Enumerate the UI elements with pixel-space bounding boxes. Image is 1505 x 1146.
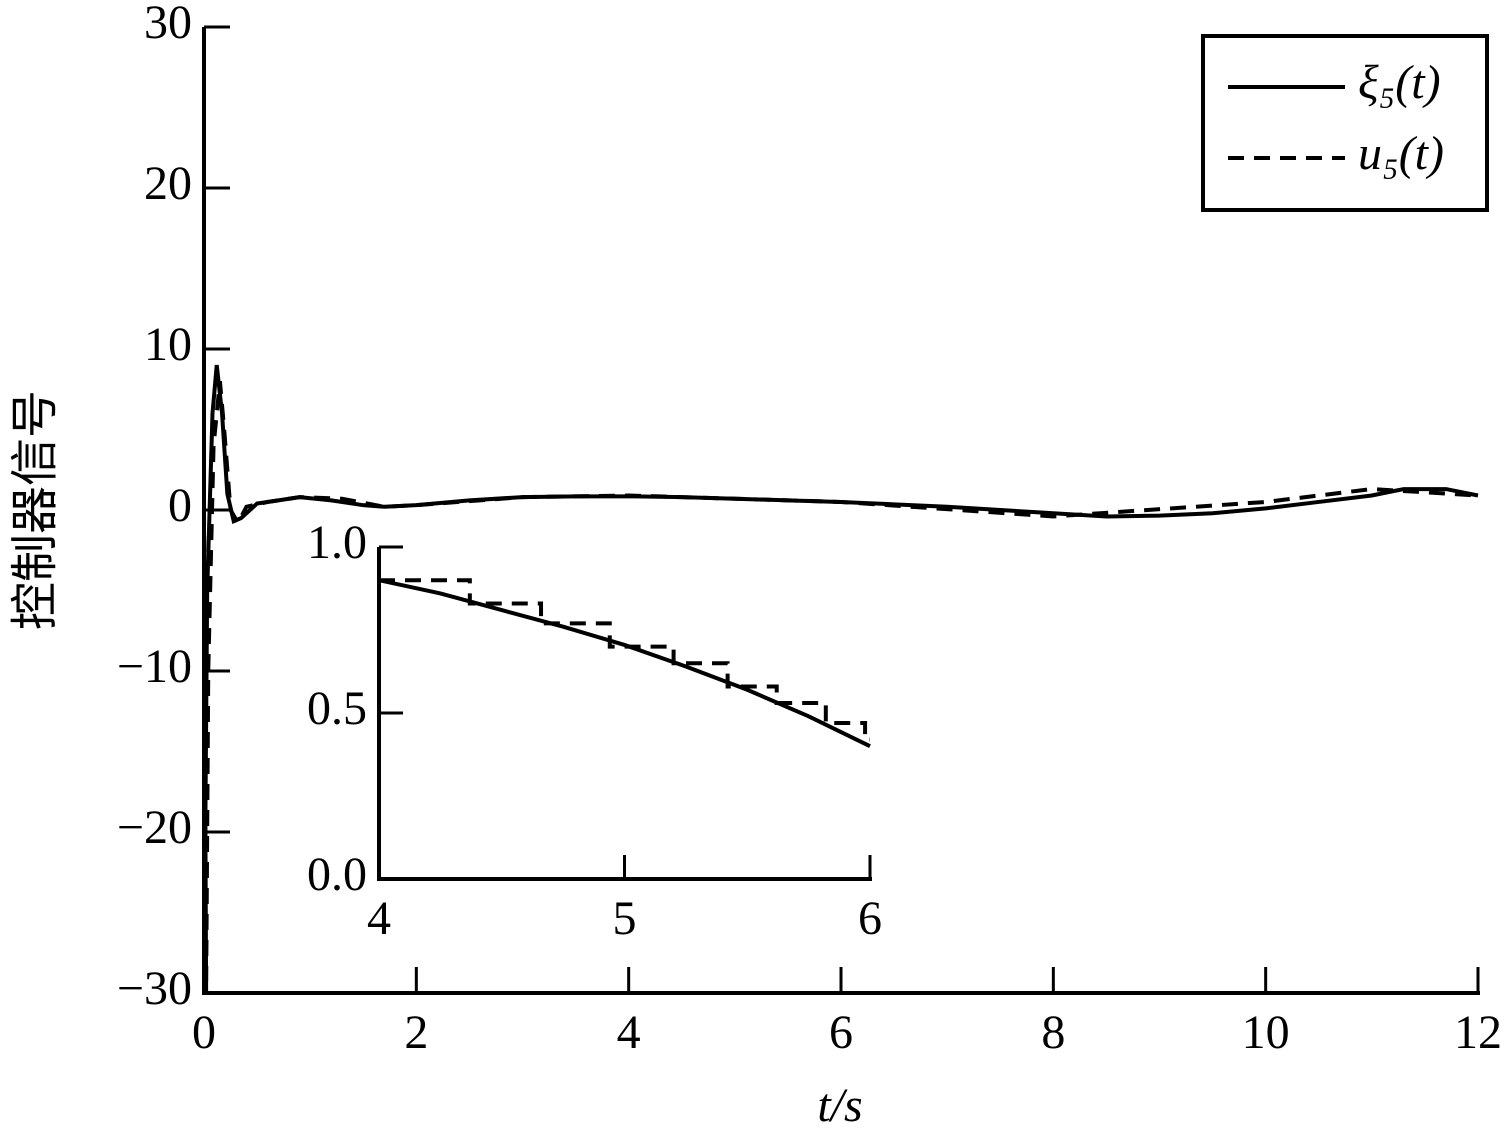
x-tick-label: 6 xyxy=(858,892,882,945)
y-tick-label: 10 xyxy=(144,318,192,371)
y-tick-label: −20 xyxy=(117,801,192,854)
x-tick-label: 4 xyxy=(367,892,391,945)
y-tick-label: −10 xyxy=(117,640,192,693)
y-tick-label: 30 xyxy=(144,0,192,49)
x-tick-label: 2 xyxy=(404,1006,428,1059)
y-axis-label: 控制器信号 xyxy=(9,390,62,630)
data-line xyxy=(378,578,871,748)
y-tick-label: 1.0 xyxy=(307,516,367,569)
y-tick-label: −30 xyxy=(117,962,192,1015)
legend-label: u₅(t) xyxy=(1358,127,1444,180)
x-tick-label: 8 xyxy=(1041,1006,1065,1059)
y-tick-label: 0 xyxy=(168,479,192,532)
x-tick-label: 6 xyxy=(829,1006,853,1059)
data-line xyxy=(202,381,1479,994)
y-tick-label: 0.0 xyxy=(307,848,367,901)
x-tick-label: 5 xyxy=(613,892,637,945)
legend-label: ξ₅(t) xyxy=(1358,56,1441,109)
x-tick-label: 10 xyxy=(1242,1006,1290,1059)
data-line xyxy=(379,578,870,742)
x-tick-label: 0 xyxy=(192,1006,216,1059)
legend-box xyxy=(1201,34,1489,212)
y-tick-label: 20 xyxy=(144,157,192,210)
x-tick-label: 4 xyxy=(617,1006,641,1059)
x-tick-label: 12 xyxy=(1454,1006,1502,1059)
x-axis-label: t/s xyxy=(817,1079,862,1132)
y-tick-label: 0.5 xyxy=(307,682,367,735)
